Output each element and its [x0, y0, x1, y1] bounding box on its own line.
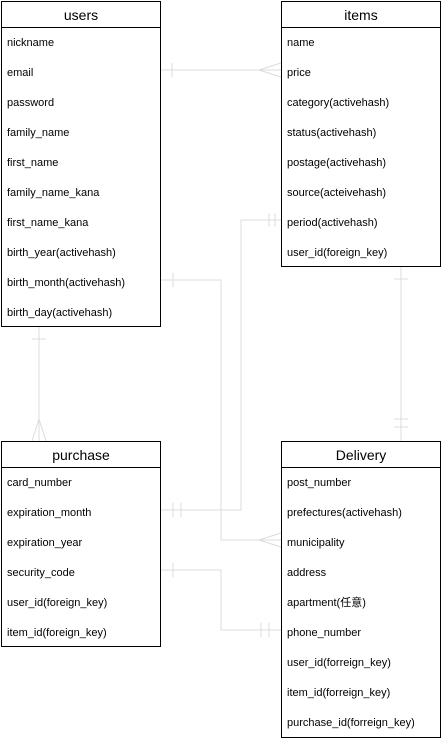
entity-attribute: first_name_kana	[7, 217, 89, 229]
entity-attribute: birth_year(activehash)	[7, 247, 116, 259]
entity-attribute: category(activehash)	[287, 97, 390, 109]
entity-items: items name price category(activehash) statu…	[281, 1, 441, 267]
connector-users-delivery	[161, 273, 282, 548]
entity-attribute: source(acteivehash)	[287, 187, 387, 199]
attribute-list: card_number expiration_month expiration_ye…	[2, 468, 160, 648]
entity-attribute: period(activehash)	[287, 217, 378, 229]
entity-attribute: security_code	[7, 567, 75, 579]
entity-attribute: family_name	[7, 127, 70, 139]
entity-attribute: nickname	[7, 37, 55, 49]
entity-attribute: birth_day(activehash)	[7, 307, 113, 319]
entity-attribute: expiration_year	[7, 537, 83, 549]
entity-attribute: password	[7, 97, 55, 109]
entity-attribute: item_id(foreign_key)	[7, 627, 107, 639]
entity-attribute: address	[287, 567, 327, 579]
entity-title: Delivery	[282, 442, 440, 468]
entity-attribute: first_name	[7, 157, 59, 169]
connector-users-items	[161, 62, 282, 78]
connector-users-purchase	[31, 327, 47, 442]
entity-attribute: apartment(任意)	[287, 597, 366, 609]
entity-attribute: purchase_id(forreign_key)	[287, 717, 415, 729]
attribute-list: name price category(activehash) status(acti…	[282, 28, 440, 268]
entity-attribute: prefectures(activehash)	[287, 507, 402, 519]
entity-title: items	[282, 2, 440, 28]
entity-attribute: user_id(foreign_key)	[7, 597, 108, 609]
entity-delivery: Delivery post_number prefectures(activeha…	[281, 441, 441, 738]
connector-items-purchase	[161, 213, 281, 517]
entity-attribute: municipality	[287, 537, 345, 549]
attribute-list: nickname email password family_name first_na…	[2, 28, 160, 328]
entity-attribute: user_id(forreign_key)	[287, 657, 391, 669]
entity-attribute: item_id(forreign_key)	[287, 687, 391, 699]
entity-attribute: name	[287, 37, 315, 49]
entity-attribute: birth_month(activehash)	[7, 277, 126, 289]
connector-items-delivery	[394, 267, 408, 441]
entity-attribute: postage(activehash)	[287, 157, 387, 169]
entity-title: purchase	[2, 442, 160, 468]
entity-title: users	[2, 2, 160, 28]
attribute-list: post_number prefectures(activehash) munici…	[282, 468, 440, 738]
entity-attribute: expiration_month	[7, 507, 92, 519]
entity-attribute: phone_number	[287, 627, 362, 639]
entity-attribute: family_name_kana	[7, 187, 100, 199]
entity-attribute: card_number	[7, 477, 72, 489]
entity-attribute: email	[7, 67, 34, 79]
entity-attribute: user_id(foreign_key)	[287, 247, 388, 259]
entity-attribute: price	[287, 67, 311, 79]
entity-attribute: post_number	[287, 477, 352, 489]
connector-purchase-delivery	[161, 563, 281, 637]
entity-attribute: status(activehash)	[287, 127, 377, 139]
